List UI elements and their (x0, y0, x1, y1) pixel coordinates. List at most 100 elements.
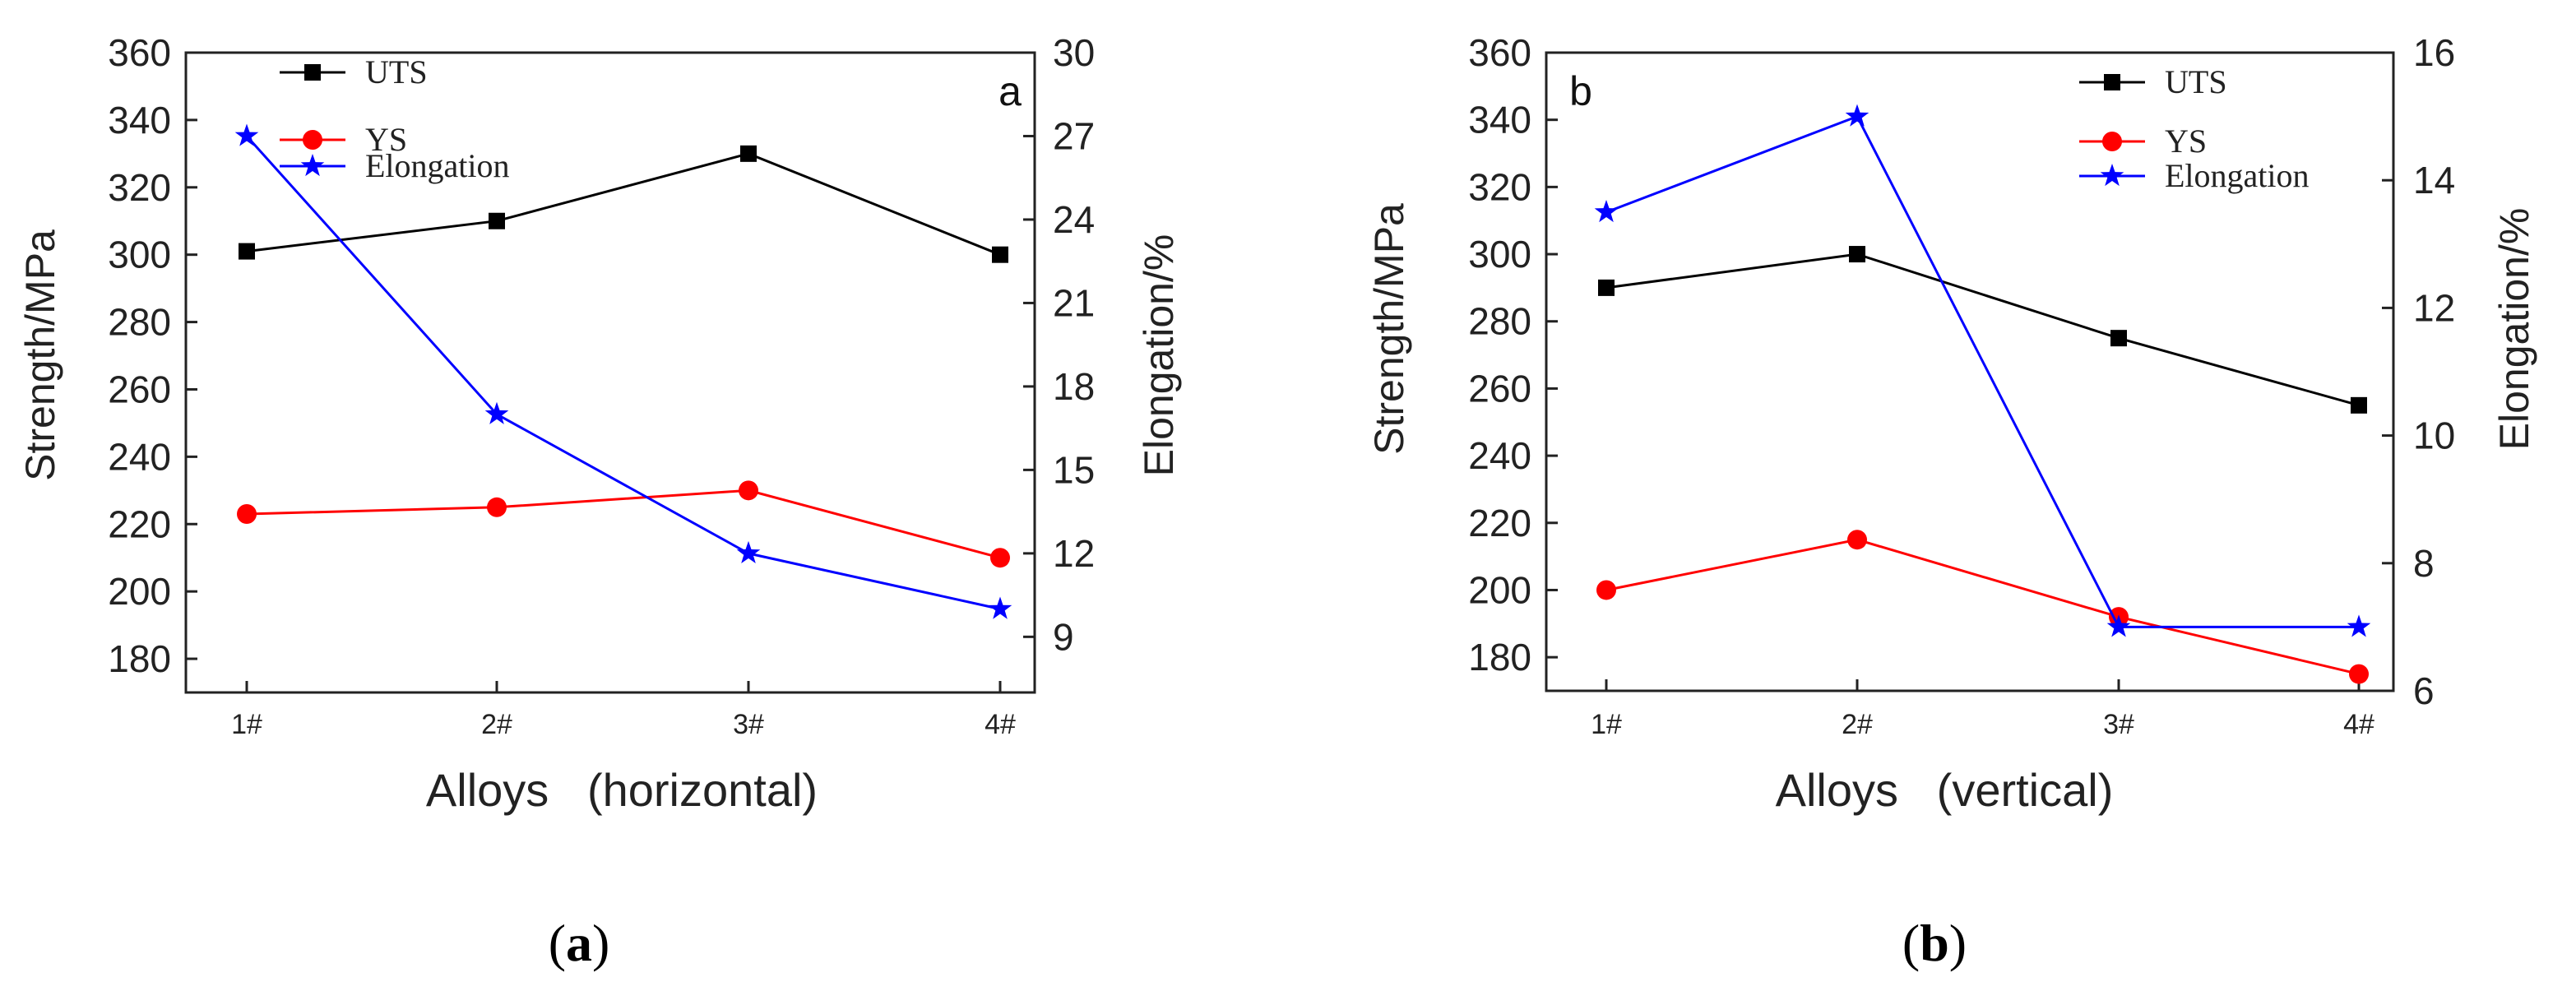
legend-label: YS (2165, 123, 2207, 160)
x-tick-label: 2# (481, 709, 512, 740)
legend-label: YS (365, 121, 407, 158)
x-tick-label: 1# (231, 709, 262, 740)
left-tick-label: 340 (108, 99, 171, 141)
data-point-ys (739, 480, 758, 501)
left-tick-label: 240 (1468, 434, 1531, 477)
right-tick-label: 10 (2413, 414, 2455, 457)
series-elongation (234, 123, 1012, 619)
left-tick-label: 300 (1468, 233, 1531, 276)
series-elongation (1594, 104, 2371, 637)
data-point-elongation (1845, 104, 1869, 127)
data-point-ys (990, 548, 1010, 568)
left-tick-label: 300 (108, 234, 171, 276)
left-tick-label: 240 (108, 435, 171, 478)
x-tick-label: 2# (1842, 709, 1873, 740)
left-tick-label: 200 (1468, 568, 1531, 611)
legend-item-ys: YS (2079, 123, 2207, 160)
right-tick-label: 24 (1053, 198, 1095, 241)
left-tick-label: 220 (108, 502, 171, 545)
legend-item-uts: UTS (280, 53, 428, 90)
legend-marker (303, 130, 322, 150)
left-tick-label: 360 (1468, 31, 1531, 74)
data-point-uts (1849, 246, 1865, 263)
right-tick-label: 8 (2413, 542, 2435, 585)
legend-marker (2100, 164, 2124, 187)
series-uts (1598, 246, 2367, 414)
data-point-uts (740, 145, 757, 162)
series-line-uts (246, 152, 1001, 257)
caption-b: (b) (1902, 914, 1967, 972)
plot-frame (184, 51, 1036, 694)
data-point-uts (1598, 279, 1615, 296)
data-point-elongation (484, 401, 509, 424)
series-line-ys (246, 489, 1001, 559)
x-axis-label: Alloys (horizontal) (426, 764, 818, 816)
legend-item-uts: UTS (2079, 63, 2227, 100)
series-line-elongation (1605, 114, 2359, 628)
legend-label: UTS (365, 53, 428, 90)
x-tick-label: 1# (1591, 709, 1622, 740)
left-tick-label: 260 (1468, 367, 1531, 410)
data-point-ys (237, 503, 257, 524)
legend-item-ys: YS (280, 121, 407, 158)
series-line-ys (1605, 538, 2360, 676)
left-tick-label: 340 (1468, 99, 1531, 141)
left-tick-label: 200 (108, 570, 171, 613)
series-ys (1596, 530, 2369, 684)
right-tick-label: 6 (2413, 669, 2435, 712)
left-tick-label: 360 (108, 31, 171, 74)
right-tick-label: 18 (1053, 365, 1095, 408)
chart-b: 180 200 220 240 260 280 300 320 340 360 6 8 10 12 14 16… (1366, 31, 2537, 816)
right-tick-label: 30 (1053, 31, 1095, 74)
data-point-ys (2349, 664, 2369, 684)
legend-marker (300, 154, 325, 177)
legend-marker (304, 64, 321, 81)
chart-a: 180 200 220 240 260 280 300 320 340 360 9 12 15 18 21 2… (17, 31, 1182, 816)
caption-a: (a) (549, 914, 610, 972)
y-axis-label: Strength/MPa (1366, 203, 1412, 455)
x-tick-label: 3# (733, 709, 764, 740)
right-tick-label: 27 (1053, 114, 1095, 157)
legend-item-elongation: Elongation (280, 147, 510, 184)
data-point-elongation (1594, 200, 1619, 223)
left-tick-label: 280 (1468, 300, 1531, 343)
legend-marker (2102, 132, 2122, 151)
legend-marker (2104, 74, 2120, 90)
left-tick-label: 320 (1468, 165, 1531, 208)
data-point-elongation (736, 540, 761, 563)
series-line-uts (1605, 252, 2360, 407)
series-line-elongation (245, 135, 1001, 610)
left-tick-label: 180 (108, 637, 171, 680)
legend-label: Elongation (365, 147, 510, 184)
legend-item-elongation: Elongation (2079, 157, 2310, 194)
data-point-uts (239, 243, 255, 260)
data-point-elongation (2106, 614, 2131, 637)
series-ys (237, 480, 1010, 568)
data-point-ys (1596, 580, 1616, 600)
right-tick-label: 14 (2413, 159, 2455, 201)
data-point-elongation (2347, 614, 2371, 637)
data-point-uts (489, 212, 505, 229)
data-point-ys (1847, 530, 1867, 550)
x-tick-label: 4# (2343, 709, 2374, 740)
data-point-ys (487, 497, 507, 517)
y2-axis-label: Elongation/% (2491, 208, 2537, 451)
panel-letter: a (998, 68, 1022, 114)
x-axis-label: Alloys (vertical) (1776, 764, 2114, 816)
data-point-elongation (234, 123, 259, 146)
data-point-elongation (988, 596, 1012, 619)
plot-frame (1545, 51, 2395, 692)
series-uts (239, 145, 1008, 263)
right-tick-label: 12 (2413, 286, 2455, 329)
data-point-uts (992, 246, 1008, 263)
panel-letter: b (1569, 68, 1592, 114)
right-tick-label: 12 (1053, 532, 1095, 575)
left-tick-label: 260 (108, 368, 171, 410)
left-tick-label: 220 (1468, 502, 1531, 544)
data-point-uts (2351, 396, 2367, 414)
left-tick-label: 320 (108, 166, 171, 209)
right-tick-label: 21 (1053, 281, 1095, 324)
legend-label: Elongation (2165, 157, 2310, 194)
left-tick-label: 180 (1468, 636, 1531, 678)
